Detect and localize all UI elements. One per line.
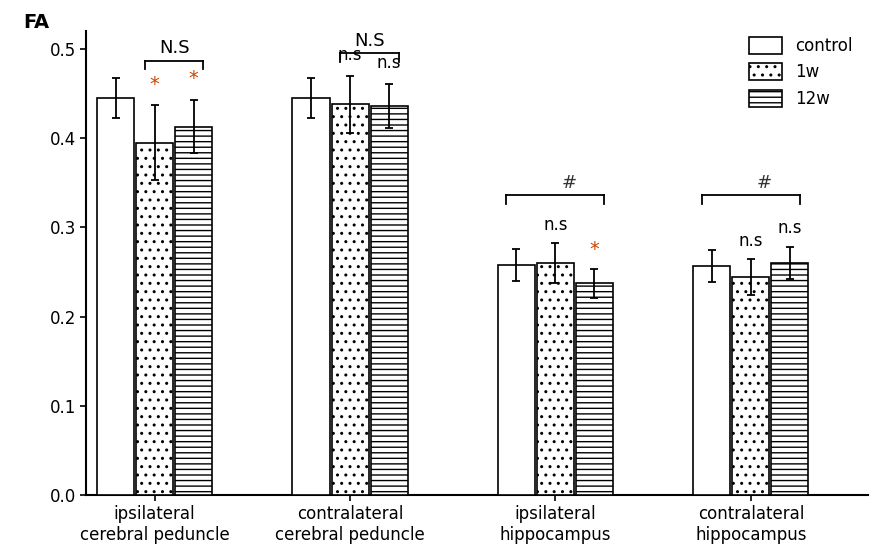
Bar — [136, 143, 173, 495]
Bar — [332, 104, 369, 495]
Bar — [537, 263, 574, 495]
Legend: control, 1w, 12w: control, 1w, 12w — [743, 30, 860, 114]
Bar — [772, 263, 809, 495]
Bar — [693, 266, 730, 495]
Text: N.S: N.S — [355, 32, 385, 50]
Bar — [97, 98, 134, 495]
Text: N.S: N.S — [159, 39, 190, 57]
Text: n.s: n.s — [738, 232, 763, 249]
Text: n.s: n.s — [338, 46, 363, 64]
Bar — [576, 283, 613, 495]
Bar — [176, 127, 213, 495]
Bar — [497, 264, 534, 495]
Text: n.s: n.s — [543, 215, 568, 234]
Text: n.s: n.s — [778, 219, 802, 237]
Text: FA: FA — [24, 12, 49, 31]
Text: *: * — [150, 75, 160, 94]
Text: *: * — [589, 240, 600, 259]
Text: #: # — [562, 174, 577, 191]
Text: *: * — [189, 69, 198, 88]
Text: #: # — [757, 174, 772, 191]
Text: n.s: n.s — [377, 54, 401, 72]
Bar — [293, 98, 330, 495]
Bar — [732, 277, 769, 495]
Bar — [370, 106, 407, 495]
